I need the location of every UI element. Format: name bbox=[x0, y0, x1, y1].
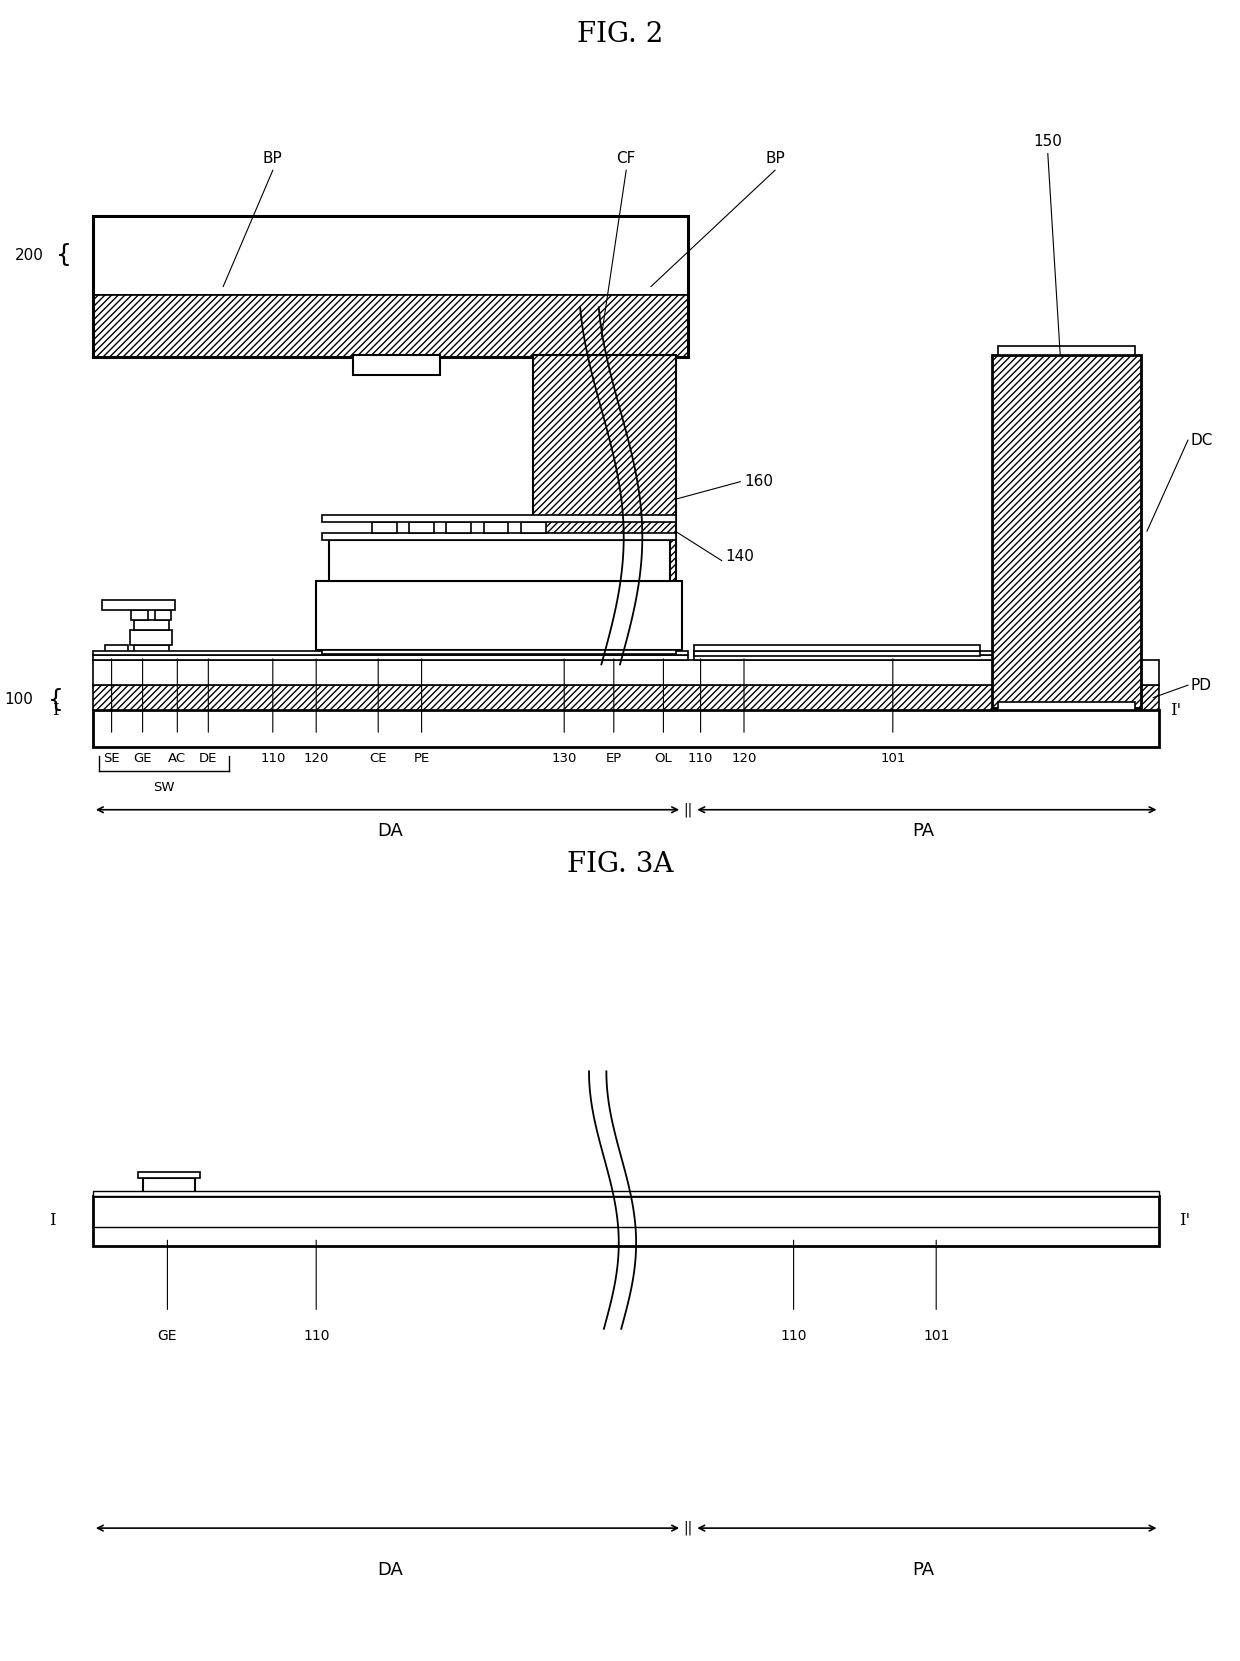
Text: I': I' bbox=[1171, 701, 1180, 719]
Text: {: { bbox=[56, 244, 72, 267]
Text: I': I' bbox=[1179, 1213, 1189, 1229]
Text: PD: PD bbox=[1190, 678, 1211, 693]
Text: PE: PE bbox=[413, 751, 430, 764]
Text: GE: GE bbox=[134, 751, 151, 764]
Text: 120: 120 bbox=[732, 751, 756, 764]
Text: 100: 100 bbox=[5, 693, 33, 708]
Bar bbox=[93, 661, 1159, 684]
Text: ||: || bbox=[683, 802, 693, 817]
Bar bbox=[93, 216, 688, 294]
Text: OL: OL bbox=[655, 751, 672, 764]
Bar bbox=[316, 581, 682, 651]
Bar bbox=[93, 294, 688, 357]
Bar bbox=[138, 1173, 200, 1178]
Bar bbox=[134, 621, 169, 631]
Text: 110: 110 bbox=[780, 1329, 807, 1342]
Text: BP: BP bbox=[263, 151, 283, 166]
Bar bbox=[694, 644, 980, 651]
Bar bbox=[521, 522, 546, 533]
Bar bbox=[694, 651, 992, 654]
Bar bbox=[533, 355, 676, 644]
Text: 140: 140 bbox=[725, 548, 754, 565]
Text: DC: DC bbox=[1190, 432, 1213, 448]
Text: SW: SW bbox=[154, 781, 175, 794]
Bar bbox=[93, 654, 688, 659]
Bar bbox=[130, 631, 172, 644]
Bar bbox=[409, 522, 434, 533]
Bar bbox=[134, 644, 169, 659]
Text: AC: AC bbox=[169, 751, 186, 764]
Bar bbox=[329, 540, 670, 581]
Text: 110: 110 bbox=[688, 751, 713, 764]
Bar bbox=[322, 515, 676, 522]
Bar bbox=[93, 216, 688, 357]
Text: 110: 110 bbox=[260, 751, 285, 764]
Bar bbox=[93, 1196, 1159, 1246]
Text: FIG. 3A: FIG. 3A bbox=[567, 850, 673, 879]
Text: BP: BP bbox=[765, 151, 785, 166]
Text: 101: 101 bbox=[923, 1329, 950, 1342]
Text: 200: 200 bbox=[15, 247, 43, 262]
Bar bbox=[353, 355, 440, 375]
Bar bbox=[93, 711, 1159, 747]
Bar bbox=[484, 522, 508, 533]
Bar bbox=[322, 533, 676, 540]
Bar bbox=[998, 701, 1135, 711]
Text: CF: CF bbox=[616, 151, 636, 166]
Text: DE: DE bbox=[200, 751, 217, 764]
Text: EP: EP bbox=[605, 751, 622, 764]
Text: 150: 150 bbox=[1033, 135, 1063, 149]
Text: 130: 130 bbox=[552, 751, 577, 764]
Text: ||: || bbox=[683, 1521, 693, 1535]
Bar bbox=[694, 654, 992, 659]
Text: I: I bbox=[48, 1213, 56, 1229]
Bar bbox=[93, 1191, 1159, 1196]
Text: 101: 101 bbox=[880, 751, 905, 764]
Text: FIG. 2: FIG. 2 bbox=[577, 22, 663, 48]
Bar bbox=[131, 611, 148, 621]
Text: 110: 110 bbox=[303, 1329, 330, 1342]
Text: PA: PA bbox=[913, 822, 935, 840]
Bar bbox=[446, 522, 471, 533]
Text: SE: SE bbox=[103, 751, 120, 764]
Bar bbox=[93, 651, 688, 654]
Bar bbox=[102, 601, 175, 611]
Bar bbox=[998, 347, 1135, 355]
Bar bbox=[105, 644, 128, 659]
Text: {: { bbox=[48, 688, 64, 711]
Text: I: I bbox=[52, 701, 60, 719]
Text: CE: CE bbox=[370, 751, 387, 764]
Text: 120: 120 bbox=[304, 751, 329, 764]
Bar bbox=[155, 611, 171, 621]
Bar bbox=[992, 355, 1141, 708]
Bar bbox=[372, 522, 397, 533]
Bar bbox=[694, 651, 980, 656]
Text: DA: DA bbox=[378, 822, 403, 840]
Bar bbox=[93, 684, 1159, 711]
Bar bbox=[322, 649, 676, 654]
Bar bbox=[143, 1178, 195, 1196]
Text: 160: 160 bbox=[744, 473, 773, 490]
Text: PA: PA bbox=[913, 1561, 935, 1580]
Text: DA: DA bbox=[378, 1561, 403, 1580]
Text: GE: GE bbox=[157, 1329, 177, 1342]
